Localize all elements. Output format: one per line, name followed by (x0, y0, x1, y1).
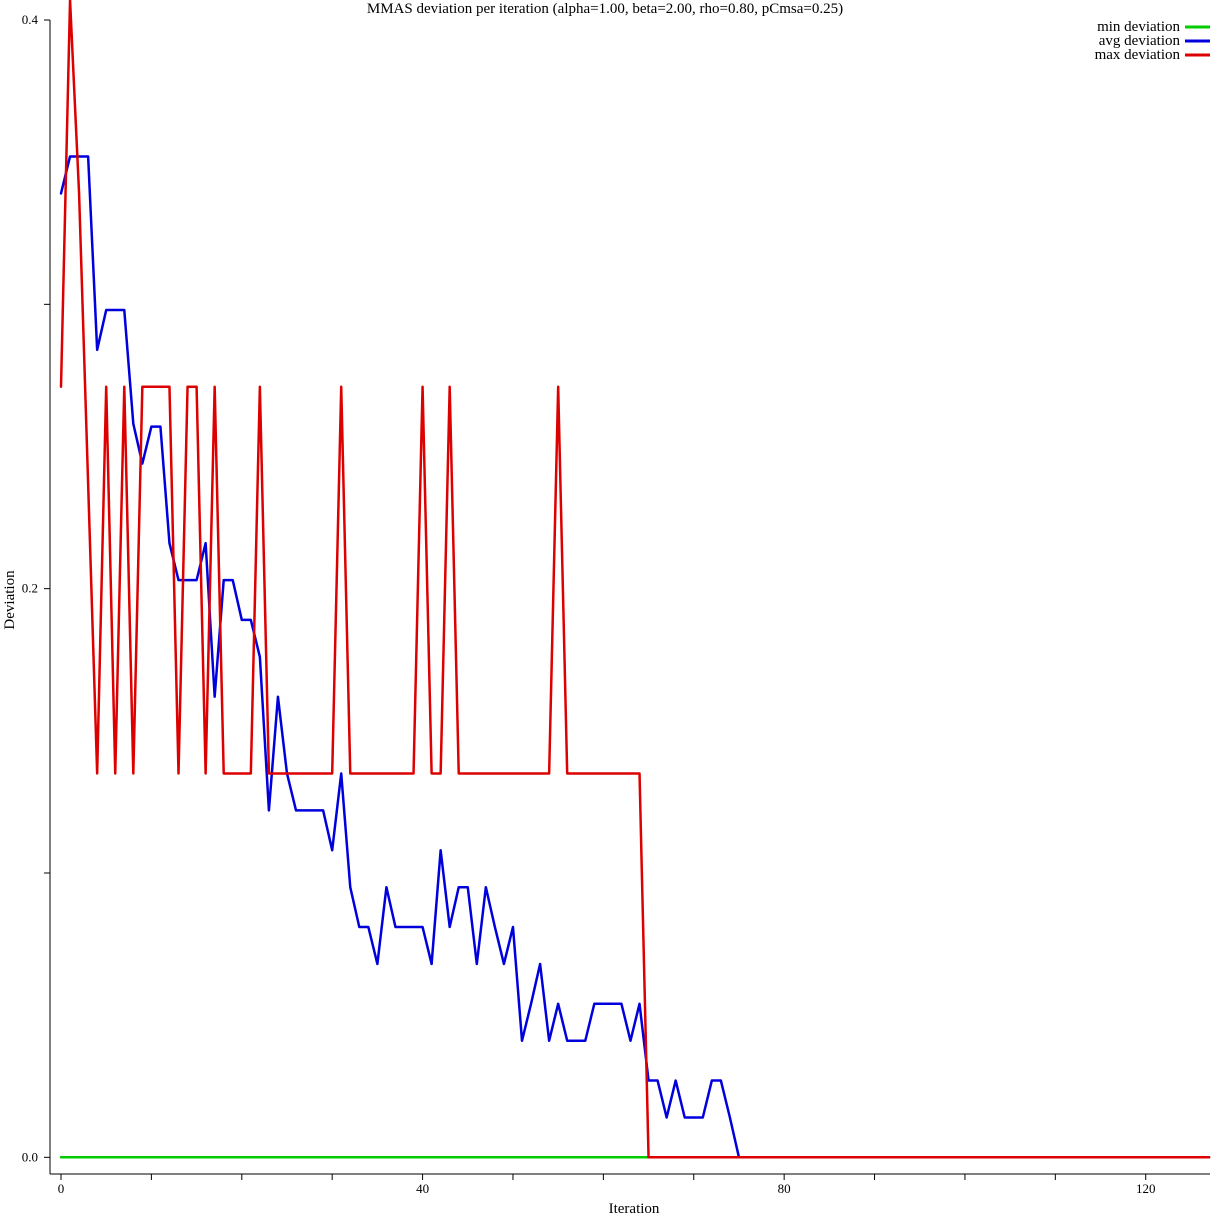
x-axis-label: Iteration (609, 1201, 660, 1217)
y-tick-label: 0.2 (22, 581, 38, 596)
x-tick-label: 80 (778, 1181, 791, 1196)
legend: min deviation avg deviation max deviatio… (1095, 19, 1210, 63)
chart-title: MMAS deviation per iteration (alpha=1.00… (367, 1, 843, 17)
legend-label-min-deviation: min deviation (1097, 19, 1180, 35)
y-tick-label: 0.4 (22, 12, 39, 27)
series-line-max-deviation (59, 0, 1211, 1159)
x-tick-label: 120 (1136, 1181, 1156, 1196)
ticks: 0 40 80 120 0.0 0.2 0.4 (22, 12, 1156, 1196)
x-tick-label: 0 (58, 1181, 65, 1196)
x-tick-label: 40 (416, 1181, 429, 1196)
axes (49, 20, 1210, 1175)
legend-label-avg-deviation: avg deviation (1099, 33, 1181, 49)
series-layer (59, 0, 1211, 1159)
y-tick-label: 0.0 (22, 1149, 38, 1164)
y-axis-label: Deviation (2, 570, 18, 630)
series-line-avg-deviation (59, 155, 1211, 1159)
legend-label-max-deviation: max deviation (1095, 47, 1181, 63)
